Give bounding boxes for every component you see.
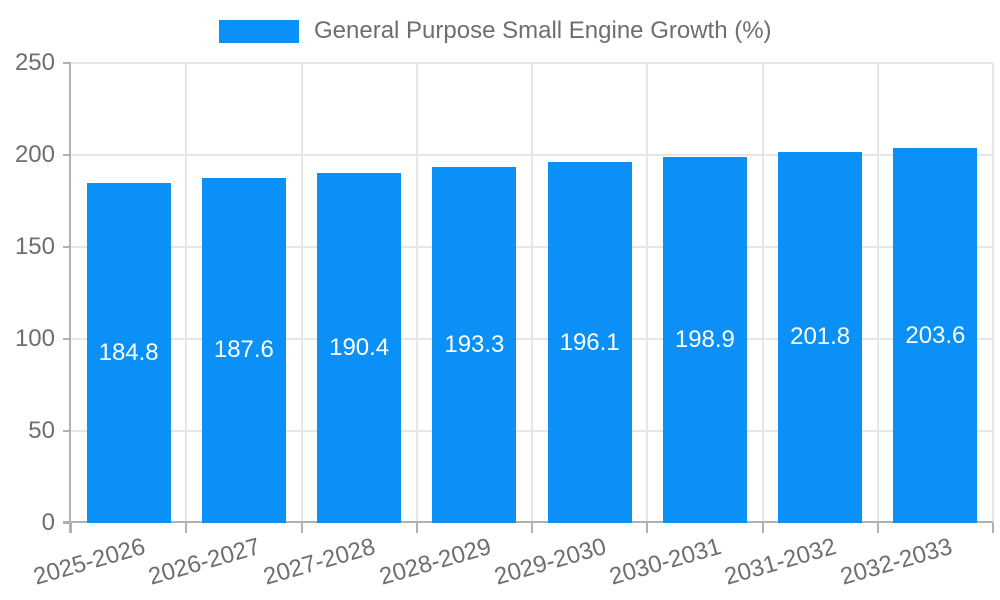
x-tick-mark xyxy=(761,523,764,533)
bar xyxy=(778,151,863,523)
bar xyxy=(201,177,286,523)
y-tick-mark xyxy=(63,62,71,64)
legend: General Purpose Small Engine Growth (%) xyxy=(219,17,772,45)
x-tick-label: 2025-2026 xyxy=(30,533,149,591)
y-tick-label: 200 xyxy=(14,141,55,168)
x-tick-label: 2027-2028 xyxy=(260,533,379,591)
y-tick-label: 100 xyxy=(14,325,55,352)
y-tick-label: 150 xyxy=(14,233,55,260)
bar-value-label: 196.1 xyxy=(559,328,620,356)
bar xyxy=(432,167,517,523)
x-tick-label: 2032-2033 xyxy=(837,533,955,591)
x-tick-mark xyxy=(876,523,879,533)
x-tick-mark xyxy=(185,523,188,533)
y-axis-line xyxy=(69,63,71,533)
legend-label: General Purpose Small Engine Growth (%) xyxy=(314,17,772,44)
bar-value-label: 184.8 xyxy=(98,338,159,366)
y-tick-mark xyxy=(63,338,71,340)
bar-value-label: 187.6 xyxy=(213,336,274,364)
y-tick-label: 50 xyxy=(28,417,55,444)
x-tick-label: 2030-2031 xyxy=(606,533,725,591)
bar xyxy=(317,172,402,523)
bar xyxy=(662,157,747,523)
x-tick-label: 2031-2032 xyxy=(721,533,840,591)
legend-swatch xyxy=(219,19,299,43)
x-tick-label: 2028-2029 xyxy=(376,533,494,591)
bar-value-label: 198.9 xyxy=(674,326,735,353)
x-tick-label: 2026-2027 xyxy=(145,533,264,591)
y-tick-mark xyxy=(63,522,71,524)
v-gridline xyxy=(876,63,879,523)
y-tick-label: 0 xyxy=(41,509,55,536)
v-gridline xyxy=(992,63,994,523)
v-gridline xyxy=(646,63,649,523)
x-tick-mark xyxy=(531,523,533,533)
x-tick-mark xyxy=(415,523,418,533)
x-tick-mark xyxy=(70,523,72,533)
x-tick-label: 2029-2030 xyxy=(491,533,610,591)
v-gridline xyxy=(761,63,764,523)
y-tick-mark xyxy=(63,154,71,156)
bar xyxy=(893,148,978,523)
bar-value-label: 203.6 xyxy=(905,321,966,349)
x-axis-line xyxy=(63,521,993,523)
x-tick-mark xyxy=(992,523,994,533)
y-tick-label: 250 xyxy=(14,49,55,76)
v-gridline xyxy=(531,63,533,523)
v-gridline xyxy=(415,63,418,523)
bar-value-label: 201.8 xyxy=(790,323,851,351)
bar xyxy=(547,162,632,523)
bar-value-label: 190.4 xyxy=(329,333,390,361)
v-gridline xyxy=(185,63,188,523)
bar-value-label: 193.3 xyxy=(444,331,505,359)
bar xyxy=(86,182,171,523)
x-tick-mark xyxy=(300,523,303,533)
x-tick-mark xyxy=(646,523,649,533)
v-gridline xyxy=(300,63,303,523)
y-tick-mark xyxy=(63,246,71,248)
y-tick-mark xyxy=(63,430,71,432)
